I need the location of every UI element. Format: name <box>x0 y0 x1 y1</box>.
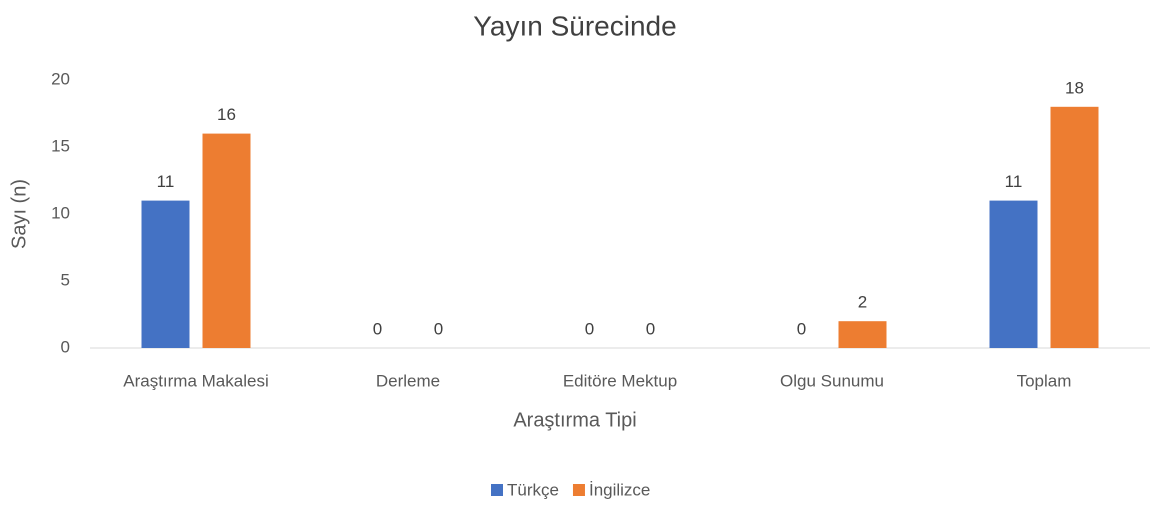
data-label: 11 <box>1005 172 1023 191</box>
data-label: 0 <box>434 319 443 338</box>
data-label: 0 <box>646 319 655 338</box>
y-tick-label: 15 <box>51 136 70 155</box>
data-label: 11 <box>157 172 175 191</box>
data-label: 0 <box>373 319 382 338</box>
x-tick-label: Derleme <box>376 371 440 390</box>
x-tick-label: Olgu Sunumu <box>780 371 884 390</box>
data-label: 0 <box>585 319 594 338</box>
y-tick-label: 10 <box>51 203 70 222</box>
y-tick-label: 20 <box>51 69 70 88</box>
x-tick-label: Editöre Mektup <box>563 371 677 390</box>
x-tick-label: Araştırma Makalesi <box>123 371 268 390</box>
legend-label: İngilizce <box>589 480 650 499</box>
legend-swatch <box>491 484 503 496</box>
data-label: 0 <box>797 319 806 338</box>
bar <box>989 200 1038 348</box>
bar <box>141 200 190 348</box>
data-label: 16 <box>217 105 236 124</box>
y-tick-label: 5 <box>61 270 70 289</box>
y-tick-label: 0 <box>61 337 70 356</box>
bar <box>838 321 887 348</box>
data-label: 2 <box>858 293 867 312</box>
bar <box>202 133 251 348</box>
legend-swatch <box>572 484 585 496</box>
data-label: 18 <box>1065 78 1084 97</box>
legend-label: Türkçe <box>507 480 559 499</box>
x-tick-label: Toplam <box>1017 371 1072 390</box>
x-axis-title: Araştırma Tipi <box>513 409 636 431</box>
chart-title: Yayın Sürecinde <box>473 10 676 41</box>
y-axis-title: Sayı (n) <box>8 179 30 249</box>
bar <box>1050 106 1099 348</box>
